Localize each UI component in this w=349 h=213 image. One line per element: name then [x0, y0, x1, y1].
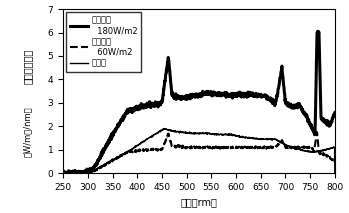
Text: 分光放射照度: 分光放射照度 [23, 49, 33, 84]
Legend: キセノン
  180W/m2, キセノン
  60W/m2, 太陽光: キセノン 180W/m2, キセノン 60W/m2, 太陽光 [66, 12, 141, 72]
X-axis label: 波長（rm）: 波長（rm） [180, 197, 217, 207]
Text: （W/m２/nm）: （W/m２/nm） [23, 107, 32, 157]
